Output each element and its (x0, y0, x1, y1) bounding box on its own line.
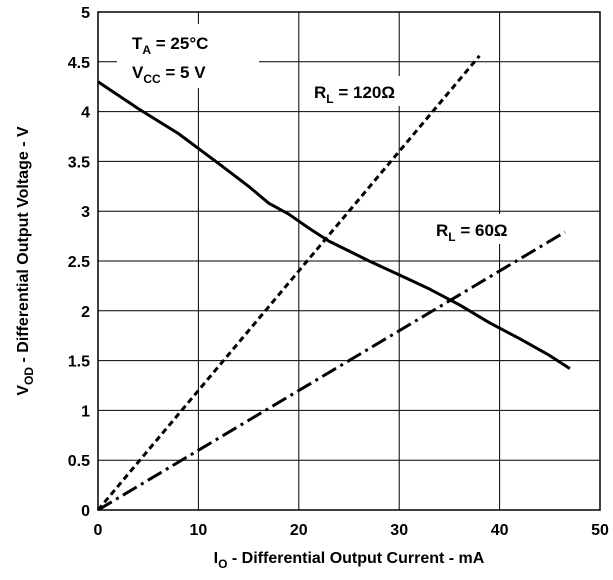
y-tick-label: 5 (81, 5, 90, 22)
condition-vcc: VCC = 5 V (132, 63, 206, 86)
x-tick-label: 0 (94, 522, 103, 539)
x-tick-label: 50 (591, 522, 609, 539)
y-tick-label: 0 (81, 503, 90, 520)
x-tick-label: 40 (491, 522, 509, 539)
plot-frame (97, 11, 601, 511)
annotation-60-bg (430, 214, 530, 244)
y-tick-label: 3.5 (68, 154, 90, 171)
series-line-dashdot (97, 230, 566, 512)
annotation-120-bg (308, 76, 420, 106)
y-tick-label: 2 (81, 304, 90, 321)
series-line-dashed (96, 54, 481, 511)
x-tick-label: 10 (190, 522, 208, 539)
series-group (96, 54, 571, 512)
y-tick-label: 3 (81, 204, 90, 221)
y-axis-label: VOD - Differential Output Voltage - V (15, 126, 36, 396)
condition-ta: TA = 25°C (132, 34, 208, 57)
y-tick-label: 0.5 (68, 453, 90, 470)
annotation-rl-120: RL = 120Ω (314, 83, 395, 106)
annotation-rl-60: RL = 60Ω (436, 221, 508, 244)
y-tick-label: 2.5 (68, 254, 90, 271)
conditions-box (117, 24, 259, 88)
y-tick-label: 4 (81, 105, 90, 122)
y-tick-label: 1 (81, 403, 90, 420)
y-tick-label: 4.5 (68, 55, 90, 72)
tick-labels: 0 10 20 30 40 50 0 0.5 1 1.5 2 2.5 3 3.5 4 4.5 5 (68, 5, 609, 539)
x-tick-label: 30 (390, 522, 408, 539)
x-tick-label: 20 (290, 522, 308, 539)
series-line-solid (97, 80, 571, 370)
y-tick-label: 1.5 (68, 354, 90, 371)
x-axis-label: IO - Differential Output Current - mA (214, 550, 485, 571)
